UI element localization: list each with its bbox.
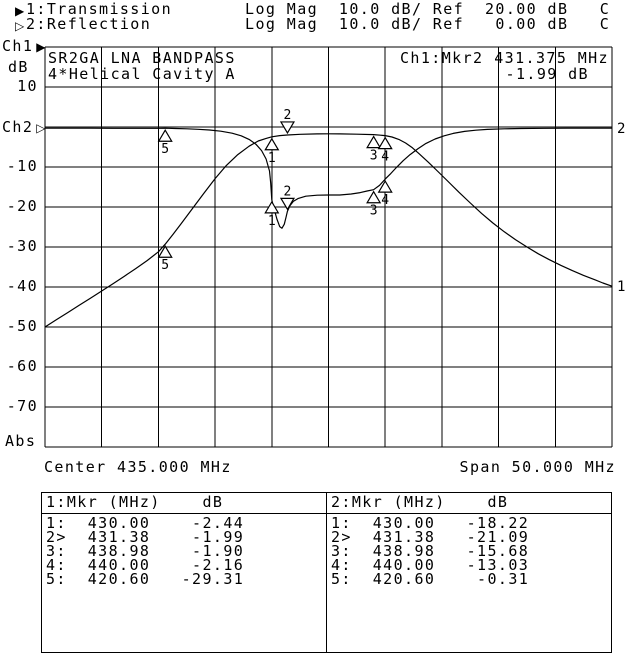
marker-table-ch2: 2:Mkr (MHz) dB 1: 430.00 -18.22 2> 431.38… (326, 492, 612, 653)
ch1-ref-arrow-icon: ▶ (36, 40, 46, 54)
marker-table-row: 1: 430.00 -2.44 (46, 514, 245, 532)
marker-table-ch1-rows: 1: 430.00 -2.44 2> 431.38 -1.99 3: 438.98 … (46, 514, 327, 588)
trace-id-label-2: 2 (617, 121, 625, 137)
marker-2-triangle-icon (279, 121, 296, 135)
marker-table-row: 2> 431.38 -21.09 (331, 528, 530, 546)
marker-4-triangle-icon (377, 179, 393, 193)
y-tick-label: -10 (6, 157, 38, 175)
marker-table-row: 2> 431.38 -1.99 (46, 528, 245, 546)
marker-table-ch2-divider (327, 513, 611, 514)
marker-3-triangle-icon (366, 135, 382, 149)
trace2-arrow-icon: ▷ (15, 19, 25, 33)
marker-table-row: 3: 438.98 -1.90 (46, 542, 245, 560)
marker-table-ch1-header: 1:Mkr (MHz) dB (46, 493, 224, 511)
ch2-ref-arrow-icon: ▷ (36, 121, 46, 135)
trace1-active-arrow-icon: ▶ (15, 4, 25, 18)
center-frequency-label: Center 435.000 MHz (44, 458, 232, 476)
trace-id-label-1: 1 (617, 279, 625, 295)
marker-table-row: 4: 440.00 -2.16 (46, 556, 245, 574)
y-tick-label: -20 (6, 197, 38, 215)
marker-table-ch1: 1:Mkr (MHz) dB 1: 430.00 -2.44 2> 431.38 … (41, 492, 327, 653)
ch2-label: Ch2 (2, 118, 34, 136)
active-marker-value: -1.99 dB (505, 65, 589, 83)
marker-2-number: 2 (284, 108, 292, 123)
y-tick-label: -60 (6, 357, 38, 375)
marker-table-ch2-rows: 1: 430.00 -18.22 2> 431.38 -21.09 3: 438.9… (331, 514, 611, 588)
marker-table-row: 1: 430.00 -18.22 (331, 514, 530, 532)
trace2-status-line: 2:Reflection Log Mag 10.0 dB/ Ref 0.00 d… (26, 15, 611, 33)
marker-1-triangle-icon (264, 200, 280, 214)
marker-5-number: 5 (161, 258, 169, 273)
marker-table-row: 5: 420.60 -29.31 (46, 570, 245, 588)
abs-label: Abs (5, 432, 37, 450)
active-marker-frequency: 431.375 MHz (494, 49, 609, 67)
marker-5-triangle-icon (157, 129, 173, 142)
y-tick-label: -70 (6, 397, 38, 415)
y-tick-label: -30 (6, 237, 38, 255)
y-tick-label: 10 (17, 77, 38, 95)
measurement-title-line2: 4*Helical Cavity A (48, 65, 236, 83)
marker-4-number: 4 (381, 150, 389, 165)
marker-5-number: 5 (161, 142, 169, 157)
marker-table-ch2-header: 2:Mkr (MHz) dB (331, 493, 509, 511)
y-tick-label: -40 (6, 277, 38, 295)
marker-3-number: 3 (370, 204, 378, 219)
marker-1-number: 1 (268, 151, 276, 166)
marker-2-number: 2 (284, 184, 292, 199)
marker-4-number: 4 (381, 193, 389, 208)
y-tick-label: -50 (6, 317, 38, 335)
ch1-label: Ch1 (2, 37, 34, 55)
marker-4-triangle-icon (377, 136, 393, 150)
y-axis-unit-label: dB (8, 58, 29, 76)
ch1-ref-label: Ch1 ▶ (2, 39, 46, 55)
span-label: Span 50.000 MHz (459, 458, 616, 476)
marker-table-row: 5: 420.60 -0.31 (331, 570, 530, 588)
marker-table-row: 3: 438.98 -15.68 (331, 542, 530, 560)
trace-ch1 (44, 133, 613, 328)
marker-table-row: 4: 440.00 -13.03 (331, 556, 530, 574)
trace1-status-line: 1:Transmission Log Mag 10.0 dB/ Ref 20.0… (26, 0, 611, 18)
marker-1-triangle-icon (264, 137, 280, 151)
marker-3-triangle-icon (366, 190, 382, 204)
trace-ch2 (45, 127, 612, 229)
active-marker-readout-label: Ch1:Mkr2 (400, 49, 484, 67)
ch2-ref-label: Ch2 ▷ (2, 120, 46, 136)
marker-3-number: 3 (370, 149, 378, 164)
marker-table-ch1-divider (42, 513, 327, 514)
marker-5-triangle-icon (157, 245, 173, 258)
measurement-title-line1: SR2GA LNA BANDPASS (48, 49, 236, 67)
marker-1-number: 1 (268, 214, 276, 229)
marker-2-triangle-icon (279, 197, 296, 211)
